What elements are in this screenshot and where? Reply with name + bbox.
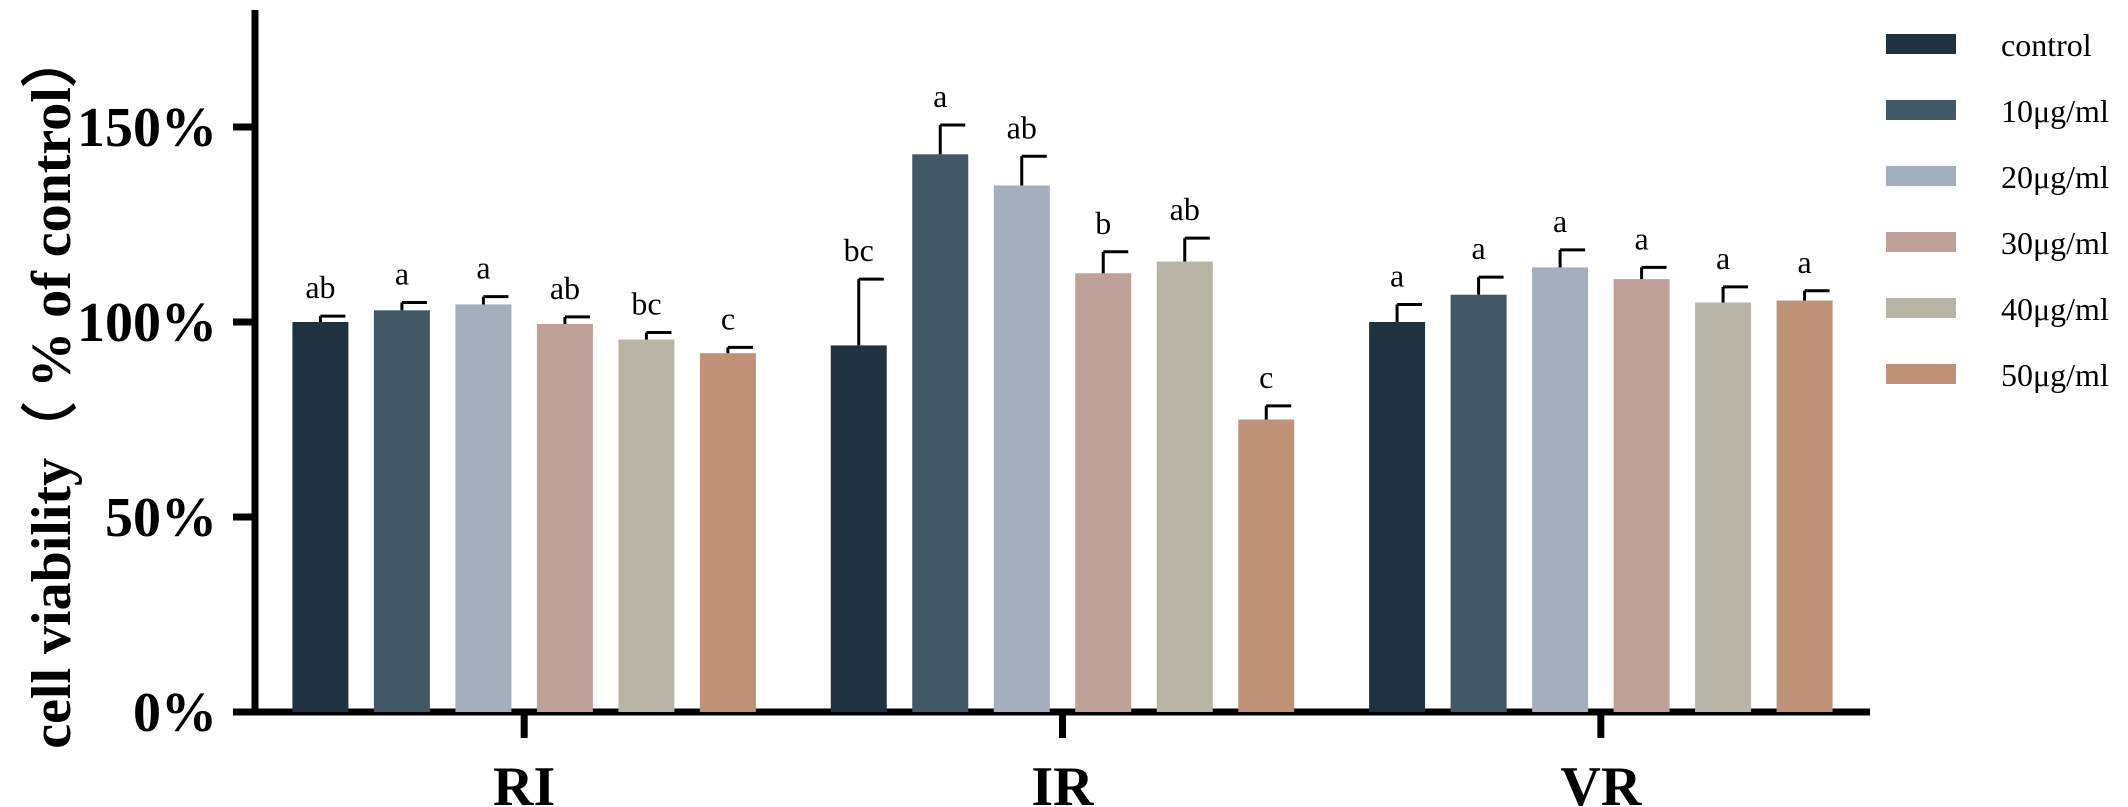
y-tick-label: 150% (77, 97, 217, 159)
significance-label: a (395, 256, 409, 292)
significance-label: ab (550, 270, 580, 306)
legend-swatch (1886, 298, 1956, 318)
significance-label: ab (1007, 109, 1037, 145)
legend: control 10μg/ml 20μg/ml 30μg/ml 40μg/ml 50μg/… (1886, 27, 2109, 393)
bar (830, 345, 887, 712)
bar (1238, 419, 1295, 712)
legend-swatch (1886, 364, 1956, 384)
significance-label: bc (631, 286, 661, 322)
significance-label: c (721, 300, 735, 336)
legend-swatch (1886, 34, 1956, 54)
legend-swatch (1886, 166, 1956, 186)
bar (618, 339, 675, 712)
legend-label: control (2001, 27, 2092, 63)
y-tick-label: 0% (133, 682, 217, 744)
bar (1156, 261, 1213, 712)
bar (699, 353, 756, 712)
legend-label: 50μg/ml (2001, 357, 2109, 393)
bar (1532, 267, 1589, 712)
significance-label: ab (305, 269, 335, 305)
legend-swatch (1886, 232, 1956, 252)
significance-label: a (1390, 257, 1404, 293)
axes: 0% 50% 100% 150% RI IR VR (77, 10, 1870, 807)
bar (1613, 279, 1670, 712)
legend-label: 30μg/ml (2001, 225, 2109, 261)
x-tick-label: VR (1560, 756, 1641, 807)
bar (1776, 300, 1833, 712)
significance-label: a (1553, 203, 1567, 239)
significance-label: a (933, 78, 947, 114)
significance-label: b (1095, 205, 1111, 241)
significance-label: c (1259, 359, 1273, 395)
bar (373, 310, 430, 712)
x-tick-label: RI (493, 756, 555, 807)
legend-label: 40μg/ml (2001, 291, 2109, 327)
legend-label: 10μg/ml (2001, 93, 2109, 129)
significance-label: a (1797, 244, 1811, 280)
y-tick-label: 50% (105, 487, 217, 549)
bar (912, 154, 969, 713)
legend-swatch (1886, 100, 1956, 120)
legend-label: 20μg/ml (2001, 159, 2109, 195)
y-axis-title: cell viability（ % of control） (20, 31, 83, 749)
significance-label: a (1471, 230, 1485, 266)
significance-label: a (1716, 240, 1730, 276)
significance-label: a (476, 250, 490, 286)
bars: ab a a ab bc c bc a ab b ab c a a a a a a (292, 78, 1833, 713)
significance-label: bc (844, 232, 874, 268)
x-tick-label: IR (1031, 756, 1094, 807)
bar (1369, 322, 1426, 712)
bar (1695, 302, 1752, 712)
bar (455, 304, 512, 712)
bar (993, 185, 1050, 712)
bar (536, 323, 593, 712)
significance-label: a (1634, 220, 1648, 256)
y-axis-title-group: cell viability（ % of control） (20, 31, 83, 749)
bar (1450, 294, 1507, 712)
y-tick-label: 100% (77, 292, 217, 354)
bar (292, 322, 349, 712)
significance-label: ab (1170, 191, 1200, 227)
bar (1075, 273, 1132, 712)
